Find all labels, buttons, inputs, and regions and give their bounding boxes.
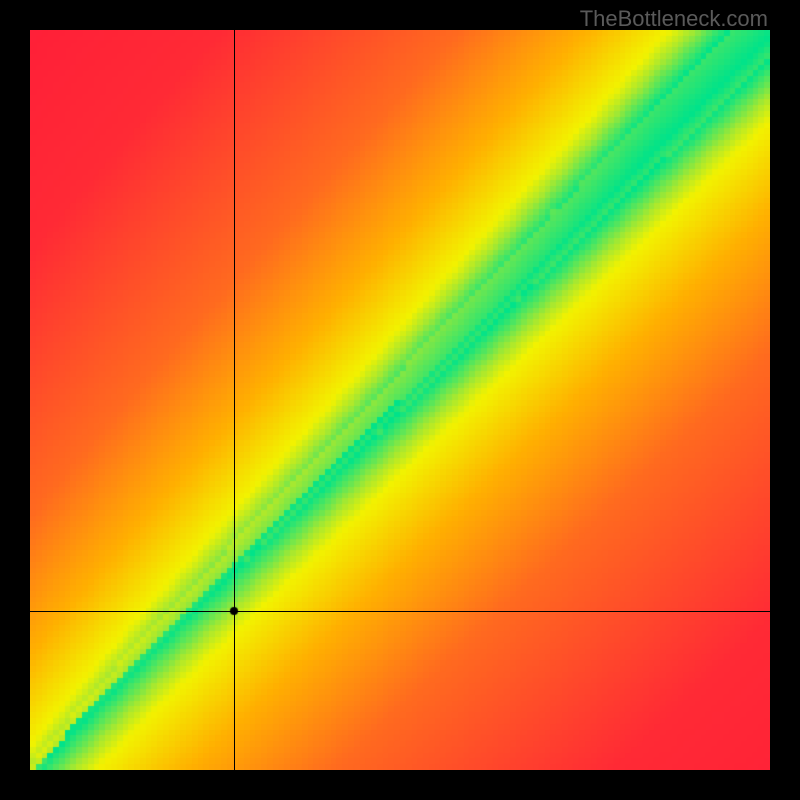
- frame-bottom: [0, 770, 800, 800]
- frame-right: [770, 0, 800, 800]
- frame-left: [0, 0, 30, 800]
- crosshair-dot: [30, 30, 770, 770]
- watermark-text: TheBottleneck.com: [580, 6, 768, 32]
- chart-container: TheBottleneck.com: [0, 0, 800, 800]
- heatmap-plot: [30, 30, 770, 770]
